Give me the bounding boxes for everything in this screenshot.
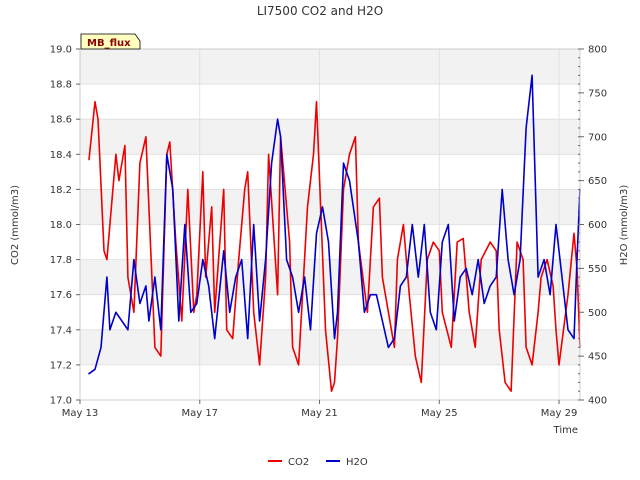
- plot-band: [80, 294, 580, 330]
- y-right-tick-label: 550: [588, 264, 607, 275]
- y-right-tick-label: 750: [588, 88, 607, 99]
- x-axis: May 13 May 17 May 21 May 25 May 29: [62, 400, 578, 419]
- y-left-tick-label: 18.6: [50, 115, 72, 126]
- y-axis-left-label: CO2 (mmol/m3): [10, 185, 21, 265]
- plot-band: [80, 154, 580, 190]
- y-axis-right: 400 450 500 550 600 650 700 750 800: [578, 45, 607, 407]
- plot-band: [80, 189, 580, 225]
- y-left-tick-label: 17.6: [50, 290, 72, 301]
- y-right-tick-label: 500: [588, 308, 607, 319]
- y-axis-left: 17.0 17.2 17.4 17.6 17.8 18.0 18.2 18.4 18.6 18.8…: [50, 45, 80, 407]
- x-axis-label: Time: [553, 425, 578, 436]
- plot-band: [80, 119, 580, 155]
- y-left-tick-label: 18.0: [50, 220, 72, 231]
- legend: CO2 H2O: [268, 457, 368, 468]
- series-lines: [88, 74, 581, 393]
- y-right-tick-label: 450: [588, 352, 607, 363]
- y-right-tick-label: 600: [588, 220, 607, 231]
- plot-band: [80, 329, 580, 365]
- y-right-tick-label: 650: [588, 176, 607, 187]
- y-right-tick-label: 800: [588, 45, 607, 56]
- y-right-tick-label: 400: [588, 396, 607, 407]
- chart-title: LI7500 CO2 and H2O: [257, 4, 383, 18]
- y-left-tick-label: 17.0: [50, 396, 72, 407]
- y-left-tick-label: 17.4: [50, 325, 72, 336]
- site-label-badge: MB_flux: [80, 33, 141, 50]
- y-left-tick-label: 18.2: [50, 185, 72, 196]
- plot-band: [80, 84, 580, 120]
- y-left-tick-label: 17.8: [50, 255, 72, 266]
- x-tick-label: May 25: [421, 408, 458, 419]
- y-axis-right-label: H2O (mmol/m3): [619, 185, 630, 266]
- x-tick-label: May 13: [62, 408, 99, 419]
- series-line-h2o: [88, 74, 581, 375]
- y-left-tick-label: 17.2: [50, 360, 72, 371]
- series-line-co2: [88, 100, 581, 393]
- x-tick-label: May 29: [541, 408, 578, 419]
- y-left-tick-label: 19.0: [50, 45, 72, 56]
- legend-label-co2: CO2: [288, 457, 309, 468]
- y-right-tick-label: 700: [588, 132, 607, 143]
- y-left-tick-label: 18.4: [50, 150, 72, 161]
- y-left-tick-label: 18.8: [50, 80, 72, 91]
- x-tick-label: May 21: [301, 408, 338, 419]
- x-tick-label: May 17: [181, 408, 218, 419]
- plot-band: [80, 49, 580, 85]
- legend-label-h2o: H2O: [346, 457, 368, 468]
- site-label: MB_flux: [87, 38, 131, 49]
